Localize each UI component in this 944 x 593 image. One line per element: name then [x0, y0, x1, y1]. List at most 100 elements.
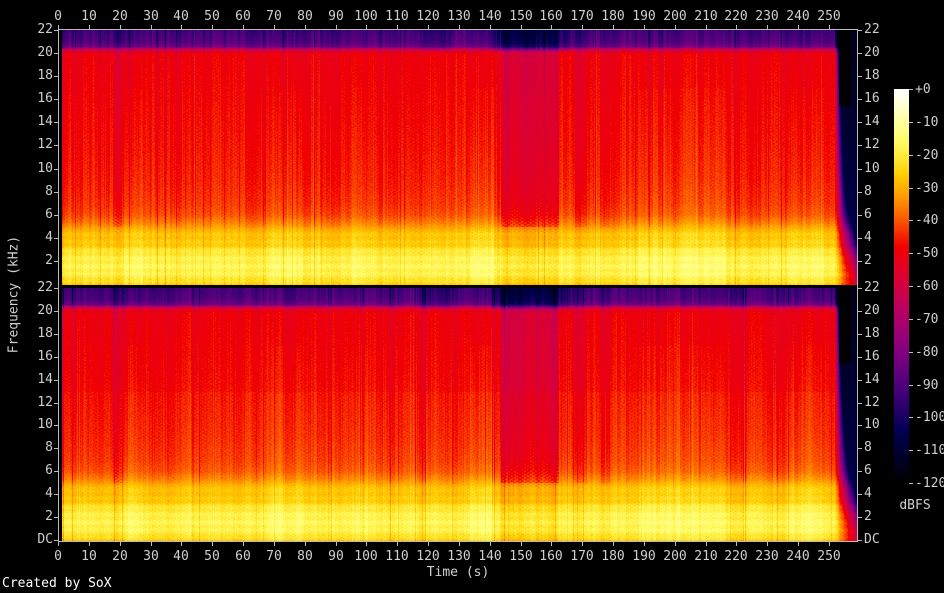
plot-right-border — [857, 29, 858, 542]
freq-tick-label-left: 4 — [45, 486, 53, 501]
time-tick-label-bottom: 160 — [539, 549, 563, 564]
time-tick-label-bottom: 30 — [143, 549, 159, 564]
dc-label-right: DC — [864, 532, 880, 547]
time-tick-label-top: 230 — [755, 9, 779, 24]
time-tick-label-top: 50 — [204, 9, 220, 24]
time-tick-label-bottom: 220 — [724, 549, 748, 564]
freq-tick-right — [858, 334, 862, 335]
time-tick-label-top: 70 — [266, 9, 282, 24]
freq-tick-label-right: 12 — [864, 137, 880, 152]
time-tick-top — [274, 25, 275, 29]
time-tick-label-bottom: 100 — [354, 549, 378, 564]
freq-tick-label-right: 10 — [864, 417, 880, 432]
time-tick-label-bottom: 230 — [755, 549, 779, 564]
colorbar-tick — [909, 450, 913, 451]
freq-tick-right — [858, 403, 862, 404]
colorbar-tick-label: -30 — [915, 181, 939, 196]
time-tick-label-bottom: 10 — [81, 549, 97, 564]
colorbar-tick — [909, 155, 913, 156]
freq-tick-right — [858, 76, 862, 77]
freq-tick-label-left: 16 — [37, 91, 53, 106]
freq-tick-right — [858, 169, 862, 170]
time-tick-label-top: 170 — [570, 9, 594, 24]
colorbar-tick — [909, 286, 913, 287]
time-tick-label-bottom: 170 — [570, 549, 594, 564]
time-tick-label-bottom: 180 — [601, 549, 625, 564]
time-tick-top — [490, 25, 491, 29]
freq-tick-left — [54, 99, 58, 100]
freq-tick-left — [54, 517, 58, 518]
time-tick-label-top: 60 — [235, 9, 251, 24]
time-axis-label: Time (s) — [426, 565, 490, 580]
time-tick-top — [181, 25, 182, 29]
time-tick-top — [644, 25, 645, 29]
time-tick-bottom — [274, 542, 275, 546]
freq-tick-left — [54, 215, 58, 216]
time-tick-bottom — [181, 542, 182, 546]
freq-tick-label-right: 6 — [864, 463, 872, 478]
freq-tick-label-left: 2 — [45, 253, 53, 268]
freq-tick-label-right: 8 — [864, 184, 872, 199]
freq-tick-label-right: 22 — [864, 280, 880, 295]
time-tick-label-bottom: 200 — [663, 549, 687, 564]
freq-tick-right — [858, 238, 862, 239]
time-tick-label-bottom: 20 — [112, 549, 128, 564]
freq-tick-label-right: 16 — [864, 91, 880, 106]
time-tick-label-top: 210 — [694, 9, 718, 24]
colorbar-tick — [909, 352, 913, 353]
time-tick-label-top: 120 — [416, 9, 440, 24]
time-tick-top — [58, 25, 59, 29]
freq-tick-label-left: 8 — [45, 184, 53, 199]
freq-tick-left — [54, 53, 58, 54]
time-tick-top — [613, 25, 614, 29]
time-tick-label-bottom: 70 — [266, 549, 282, 564]
time-tick-label-bottom: 130 — [447, 549, 471, 564]
freq-tick-label-right: 20 — [864, 45, 880, 60]
colorbar-tick-label: -100 — [915, 410, 944, 425]
time-tick-label-top: 250 — [817, 9, 841, 24]
spectrogram-channel-2 — [59, 288, 857, 541]
time-tick-label-top: 80 — [297, 9, 313, 24]
time-tick-bottom — [798, 542, 799, 546]
freq-tick-left — [54, 471, 58, 472]
dc-tick-right — [858, 540, 862, 541]
freq-tick-right — [858, 192, 862, 193]
freq-tick-right — [858, 288, 862, 289]
time-tick-label-bottom: 80 — [297, 549, 313, 564]
time-tick-label-bottom: 50 — [204, 549, 220, 564]
freq-tick-right — [858, 261, 862, 262]
time-tick-top — [706, 25, 707, 29]
time-tick-bottom — [428, 542, 429, 546]
time-tick-top — [829, 25, 830, 29]
colorbar-tick — [909, 188, 913, 189]
colorbar-tick-label: -90 — [915, 378, 939, 393]
freq-tick-left — [54, 425, 58, 426]
time-tick-top — [89, 25, 90, 29]
freq-tick-label-left: 2 — [45, 509, 53, 524]
colorbar-tick-label: -110 — [915, 443, 944, 458]
time-tick-bottom — [305, 542, 306, 546]
freq-tick-label-right: 4 — [864, 230, 872, 245]
time-tick-label-top: 220 — [724, 9, 748, 24]
spectrogram-channel-1 — [59, 30, 857, 285]
freq-tick-label-right: 6 — [864, 207, 872, 222]
freq-tick-label-right: 8 — [864, 440, 872, 455]
time-tick-label-bottom: 250 — [817, 549, 841, 564]
time-tick-bottom — [613, 542, 614, 546]
time-tick-label-top: 200 — [663, 9, 687, 24]
colorbar-tick-label: -80 — [915, 345, 939, 360]
time-tick-label-bottom: 140 — [478, 549, 502, 564]
freq-tick-right — [858, 357, 862, 358]
freq-tick-right — [858, 448, 862, 449]
freq-tick-label-right: 12 — [864, 395, 880, 410]
freq-tick-left — [54, 122, 58, 123]
time-tick-bottom — [706, 542, 707, 546]
freq-tick-label-left: 20 — [37, 303, 53, 318]
time-tick-label-bottom: 240 — [786, 549, 810, 564]
freq-tick-right — [858, 517, 862, 518]
time-tick-label-bottom: 120 — [416, 549, 440, 564]
time-tick-bottom — [582, 542, 583, 546]
plot-top-border — [58, 29, 858, 30]
freq-tick-label-right: 20 — [864, 303, 880, 318]
